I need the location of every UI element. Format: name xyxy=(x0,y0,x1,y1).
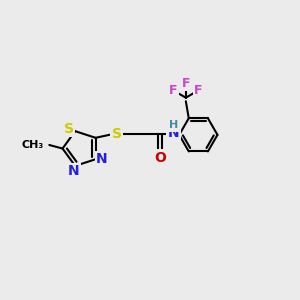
Text: F: F xyxy=(169,84,178,97)
Text: O: O xyxy=(154,151,166,165)
Text: S: S xyxy=(64,122,74,136)
Text: H: H xyxy=(169,120,178,130)
Text: S: S xyxy=(112,127,122,141)
Text: N: N xyxy=(68,164,80,178)
Text: CH₃: CH₃ xyxy=(22,140,44,150)
Text: F: F xyxy=(182,77,190,90)
Text: N: N xyxy=(168,126,179,140)
Text: F: F xyxy=(194,84,202,97)
Text: N: N xyxy=(96,152,108,166)
